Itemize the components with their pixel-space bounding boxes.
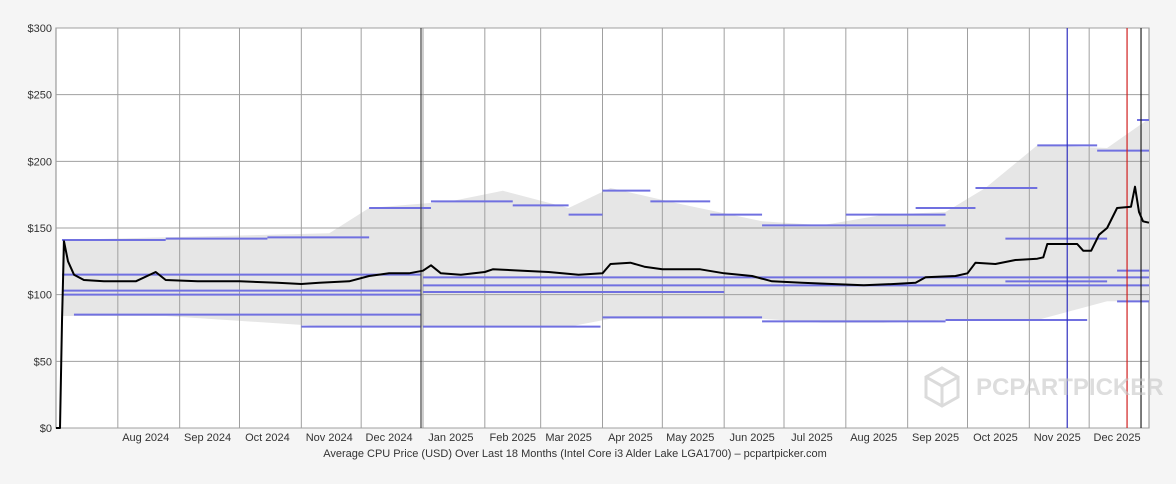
pcpartpicker-logo-icon	[924, 366, 960, 408]
x-tick-label: Sep 2024	[184, 432, 231, 444]
y-tick-label: $150	[28, 223, 52, 235]
x-tick-label: Sep 2025	[912, 432, 959, 444]
x-tick-label: May 2025	[666, 432, 714, 444]
x-tick-label: Apr 2025	[608, 432, 653, 444]
y-tick-label: $250	[28, 90, 52, 102]
chart-caption: Average CPU Price (USD) Over Last 18 Mon…	[323, 448, 827, 460]
y-axis: $0 $50 $100 $150 $200 $250 $300	[28, 23, 52, 435]
vertical-markers	[420, 28, 1142, 428]
x-tick-label: Dec 2024	[366, 432, 413, 444]
x-tick-label: Jul 2025	[791, 432, 833, 444]
y-tick-label: $200	[28, 156, 52, 168]
x-tick-label: Feb 2025	[490, 432, 536, 444]
x-tick-label: Jun 2025	[729, 432, 774, 444]
y-tick-label: $100	[28, 290, 52, 302]
y-tick-label: $0	[40, 423, 52, 435]
watermark-text: PCPARTPICKER	[976, 374, 1164, 401]
x-tick-label: Jan 2025	[428, 432, 473, 444]
price-levels	[61, 119, 1149, 328]
grid	[56, 27, 1149, 429]
watermark: PCPARTPICKER	[924, 366, 1164, 408]
x-axis: Aug 2024 Sep 2024 Oct 2024 Nov 2024 Dec 2024…	[122, 432, 1140, 444]
average-price-series	[56, 185, 1150, 429]
x-tick-label: Mar 2025	[545, 432, 591, 444]
y-tick-label: $300	[28, 23, 52, 35]
x-tick-label: Oct 2024	[245, 432, 290, 444]
x-tick-label: Nov 2025	[1034, 432, 1081, 444]
y-tick-label: $50	[34, 356, 52, 368]
x-tick-label: Aug 2025	[850, 432, 897, 444]
average-price-line	[56, 185, 1150, 429]
x-tick-label: Dec 2025	[1094, 432, 1141, 444]
x-tick-label: Oct 2025	[973, 432, 1018, 444]
x-tick-label: Aug 2024	[122, 432, 169, 444]
x-tick-label: Nov 2024	[306, 432, 353, 444]
